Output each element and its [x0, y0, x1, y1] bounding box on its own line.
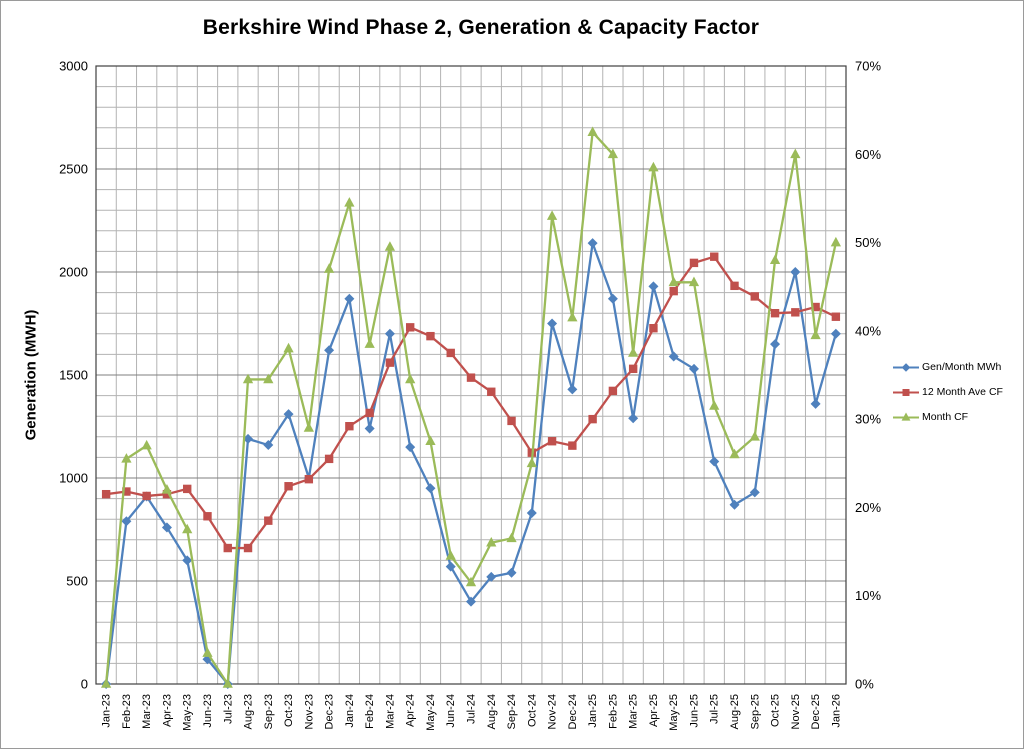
svg-text:Apr-24: Apr-24 [405, 694, 417, 727]
chart-legend: Gen/Month MWh 12 Month Ave CF Month CF [893, 361, 1003, 423]
svg-text:50%: 50% [855, 235, 881, 250]
svg-text:Aug-23: Aug-23 [243, 694, 255, 729]
svg-text:Jan-24: Jan-24 [344, 694, 356, 728]
svg-text:Jan-26: Jan-26 [830, 694, 842, 728]
svg-text:Sep-23: Sep-23 [263, 694, 275, 729]
svg-text:2000: 2000 [59, 265, 88, 280]
svg-text:2500: 2500 [59, 162, 88, 177]
svg-text:Feb-24: Feb-24 [364, 694, 376, 729]
svg-text:Nov-25: Nov-25 [790, 694, 802, 729]
x-axis-labels: Jan-23 Feb-23 Mar-23 Apr-23 May-23 Jun-23 Jul-… [101, 694, 843, 731]
svg-text:Jul-23: Jul-23 [222, 694, 234, 724]
svg-text:Feb-23: Feb-23 [121, 694, 133, 729]
svg-text:Jun-25: Jun-25 [688, 694, 700, 728]
svg-text:Jun-24: Jun-24 [445, 694, 457, 728]
square-marker-icon [893, 388, 919, 396]
svg-text:May-25: May-25 [668, 694, 680, 731]
series-2-month-cf [100, 126, 842, 688]
legend-label: Month CF [922, 411, 969, 423]
legend-item-1: 12 Month Ave CF [893, 386, 1003, 398]
triangle-marker-icon [893, 411, 919, 421]
svg-text:40%: 40% [855, 323, 881, 338]
svg-text:Jun-23: Jun-23 [202, 694, 214, 728]
svg-text:Feb-25: Feb-25 [607, 694, 619, 729]
svg-text:Mar-24: Mar-24 [384, 694, 396, 729]
svg-text:Jul-25: Jul-25 [709, 694, 721, 724]
svg-text:Aug-24: Aug-24 [486, 694, 498, 729]
svg-text:Sep-25: Sep-25 [749, 694, 761, 729]
svg-text:May-24: May-24 [425, 694, 437, 731]
svg-text:Mar-23: Mar-23 [141, 694, 153, 729]
svg-text:May-23: May-23 [182, 694, 194, 731]
axis-tick-labels: 0 500 1000 1500 2000 2500 3000 0% 10% 20% 30% 40% 50… [59, 59, 881, 692]
svg-text:Apr-23: Apr-23 [161, 694, 173, 727]
svg-text:30%: 30% [855, 412, 881, 427]
legend-item-0: Gen/Month MWh [893, 361, 1003, 373]
svg-text:Jan-23: Jan-23 [101, 694, 113, 728]
svg-text:0%: 0% [855, 677, 874, 692]
svg-text:Nov-23: Nov-23 [303, 694, 315, 729]
legend-item-2: Month CF [893, 411, 1003, 423]
svg-text:1000: 1000 [59, 471, 88, 486]
svg-text:Aug-25: Aug-25 [729, 694, 741, 729]
chart-title: Berkshire Wind Phase 2, Generation & Cap… [202, 16, 760, 39]
svg-text:Apr-25: Apr-25 [648, 694, 660, 727]
svg-text:Oct-23: Oct-23 [283, 694, 295, 727]
plot-border [95, 65, 847, 685]
svg-text:Jul-24: Jul-24 [466, 694, 478, 724]
legend-label: 12 Month Ave CF [922, 386, 1003, 398]
diamond-marker-icon [893, 362, 919, 372]
svg-text:70%: 70% [855, 59, 881, 74]
svg-text:Oct-24: Oct-24 [526, 694, 538, 727]
svg-text:1500: 1500 [59, 368, 88, 383]
svg-text:Nov-24: Nov-24 [547, 694, 559, 729]
svg-text:Jan-25: Jan-25 [587, 694, 599, 728]
svg-text:Dec-24: Dec-24 [567, 694, 579, 729]
svg-text:3000: 3000 [59, 59, 88, 74]
svg-text:0: 0 [81, 677, 88, 692]
svg-text:20%: 20% [855, 500, 881, 515]
svg-text:Dec-25: Dec-25 [810, 694, 822, 729]
series-0-gen-month-mwh [101, 238, 841, 690]
svg-text:60%: 60% [855, 147, 881, 162]
svg-text:Dec-23: Dec-23 [324, 694, 336, 729]
legend-label: Gen/Month MWh [922, 361, 1002, 373]
svg-text:Oct-25: Oct-25 [770, 694, 782, 727]
svg-text:Sep-24: Sep-24 [506, 694, 518, 729]
svg-text:10%: 10% [855, 588, 881, 603]
series-1-12-month-ave-cf [101, 252, 841, 553]
svg-text:500: 500 [66, 574, 88, 589]
svg-text:Mar-25: Mar-25 [628, 694, 640, 729]
